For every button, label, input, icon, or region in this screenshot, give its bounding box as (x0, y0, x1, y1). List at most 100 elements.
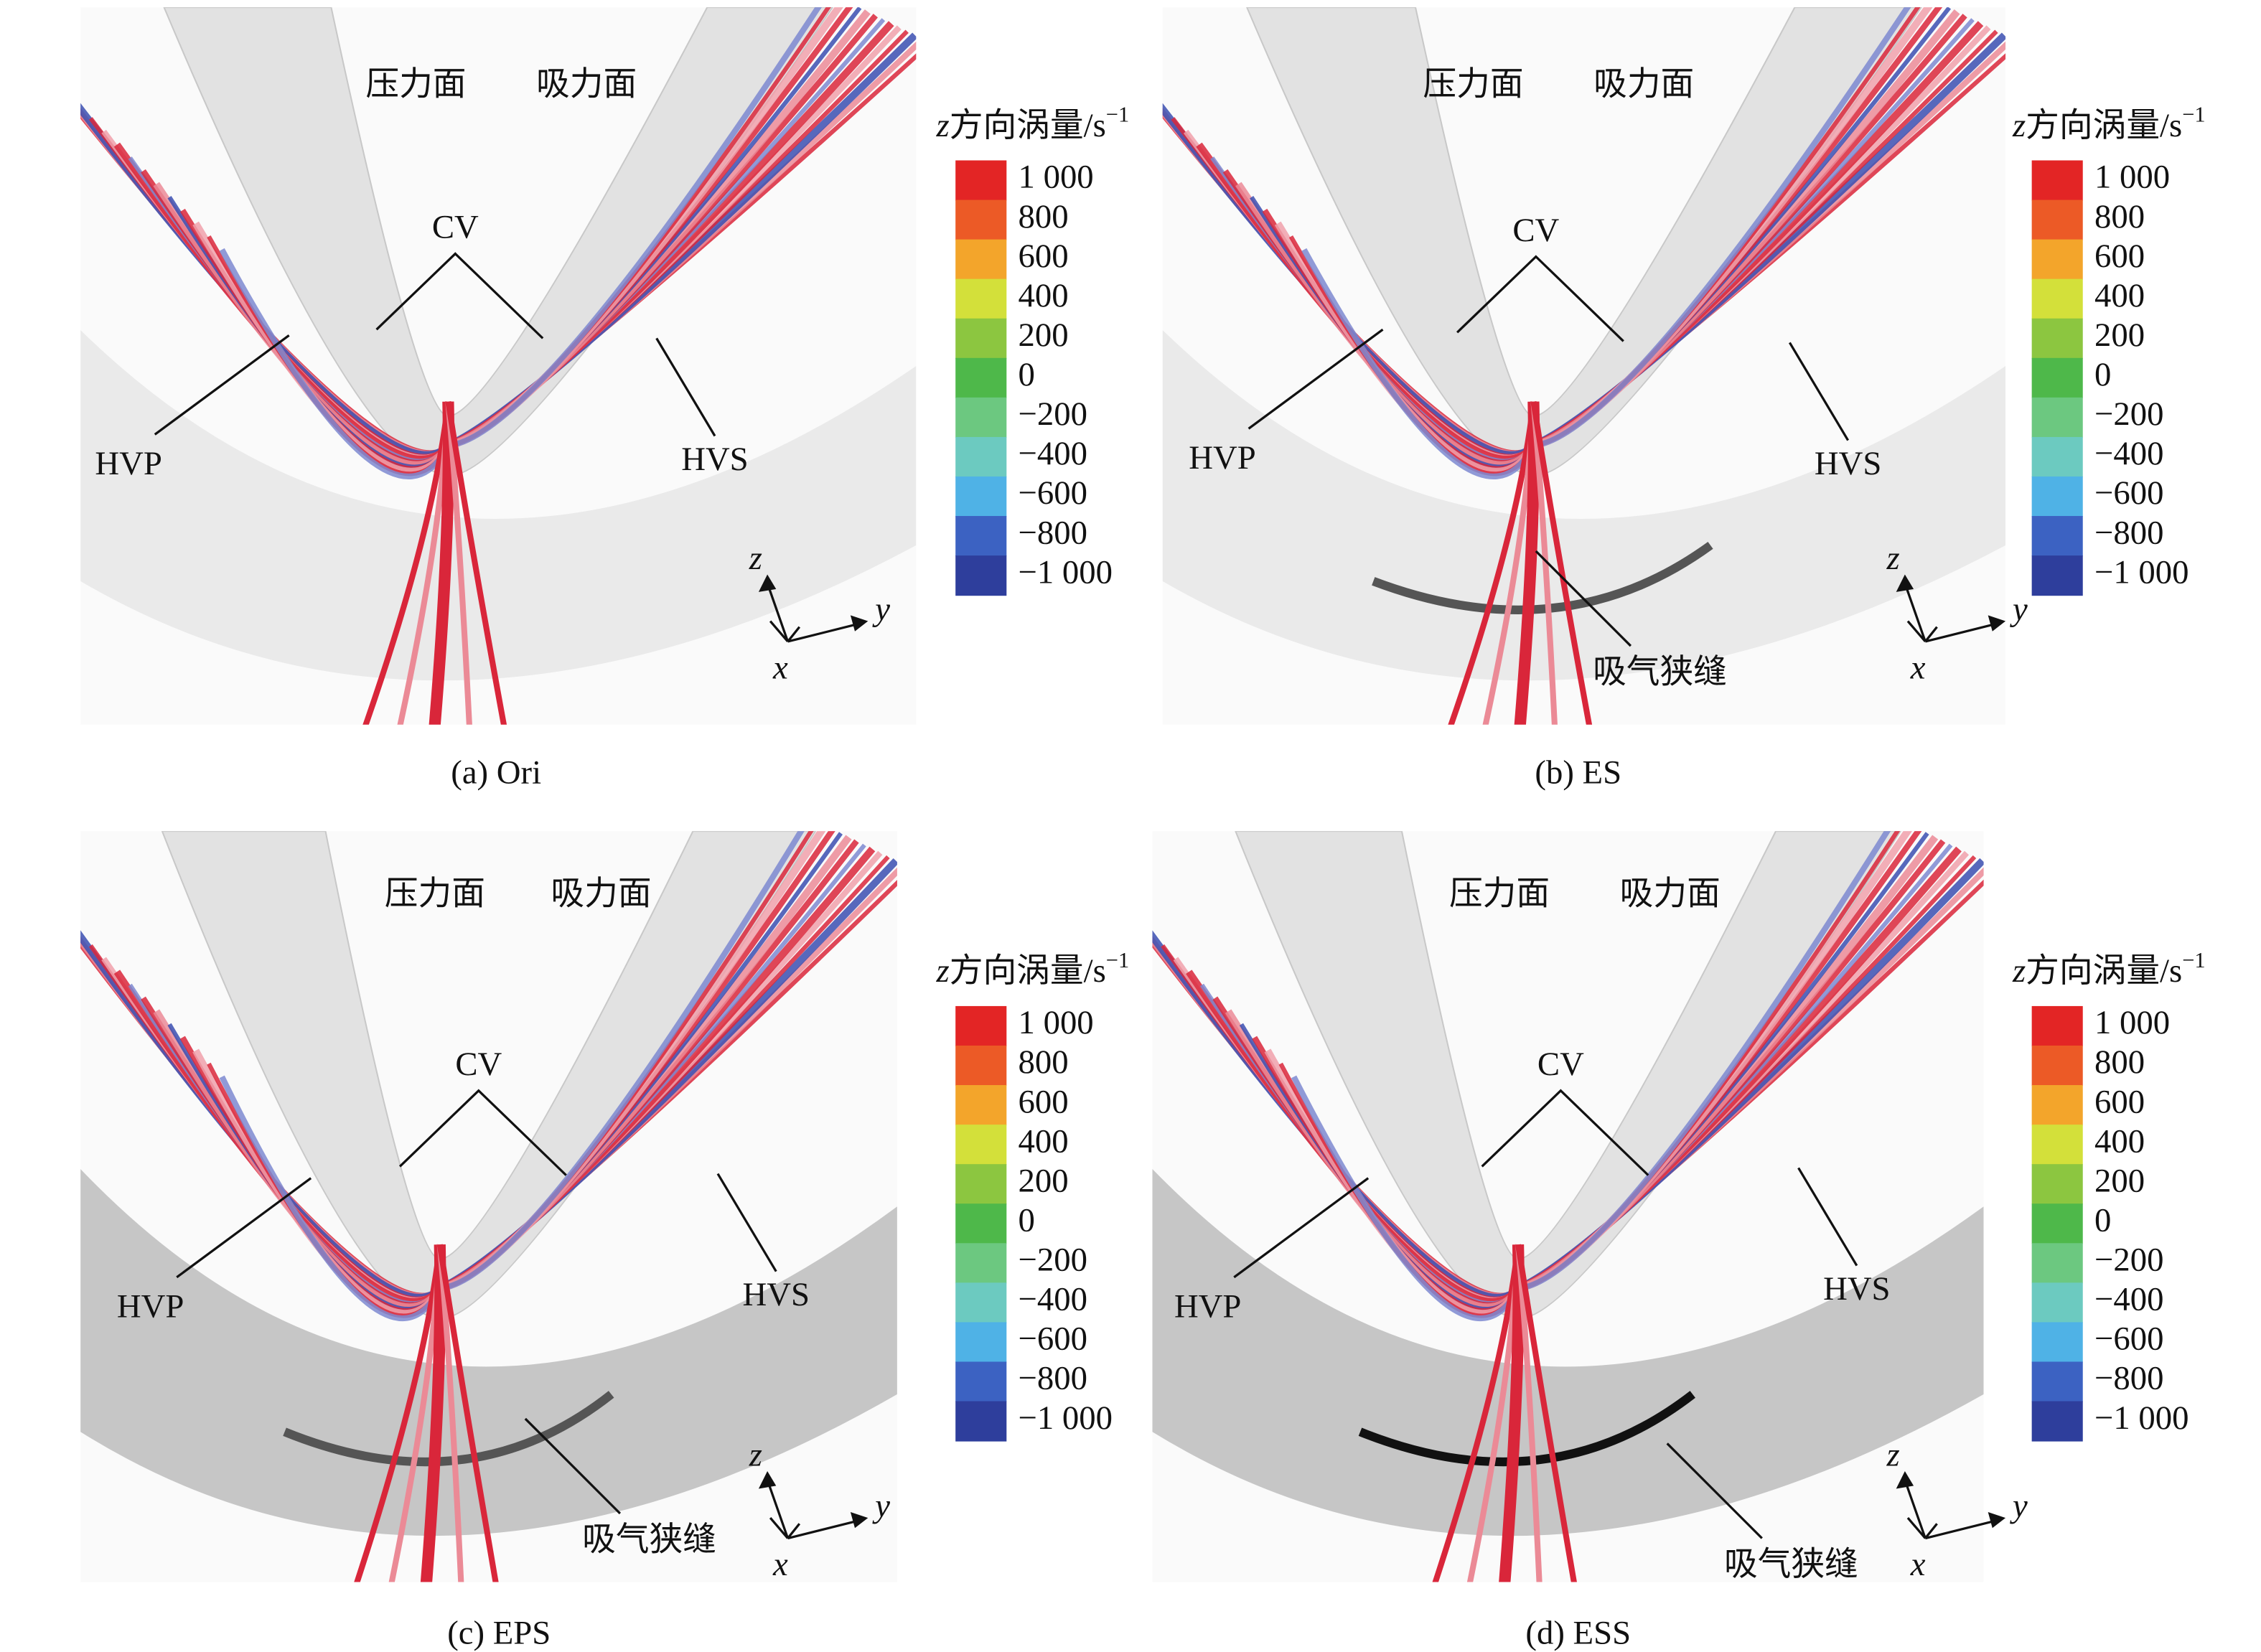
colorbar-band (955, 278, 1007, 319)
cv-label: CV (432, 209, 479, 246)
axis-arrow (1896, 1471, 2006, 1529)
colorbar-label: 800 (2094, 1043, 2145, 1081)
colorbar-band (2031, 1125, 2083, 1165)
colorbar-band (2031, 1322, 2083, 1363)
hvp-label: HVP (1174, 1287, 1241, 1325)
leader-line (1788, 342, 1850, 441)
colorbar-title-text: 方向涡量/s (2026, 952, 2182, 990)
axis-label-x: x (1910, 1546, 1926, 1583)
colorbar-label: 0 (2094, 1201, 2111, 1239)
colorbar-band (2031, 200, 2083, 240)
colorbar-label: 800 (2094, 198, 2145, 235)
colorbar-label: −800 (2094, 1360, 2163, 1397)
colorbar-label: 1 000 (1019, 1004, 1094, 1041)
caption: (a) Ori (451, 754, 541, 792)
colorbar-band (2031, 1085, 2083, 1126)
colorbar-label: −800 (2094, 514, 2163, 551)
leader-line (524, 1417, 622, 1515)
axis-label-z: z (1886, 1436, 1900, 1473)
colorbar-band (955, 318, 1007, 359)
colorbar-label: −200 (1019, 395, 1087, 433)
colorbar-band (955, 397, 1007, 438)
slit-label: 吸气狭缝 (582, 1521, 716, 1558)
colorbar-title-var: z (2012, 107, 2026, 144)
colorbar-band (955, 357, 1007, 398)
colorbar-band (2031, 1361, 2083, 1402)
pressure-surface-label: 压力面 (365, 66, 466, 103)
axis-label-y: y (2010, 591, 2028, 628)
colorbar-title: z方向涡量/s−1 (2012, 948, 2206, 990)
colorbar-title-text: 方向涡量/s (2026, 107, 2182, 144)
colorbar-band (2031, 1045, 2083, 1087)
colorbar-band (955, 1085, 1007, 1126)
colorbar-label: 0 (1019, 1201, 1035, 1239)
caption: (d) ESS (1525, 1614, 1631, 1651)
colorbar-band (955, 1203, 1007, 1244)
colorbar-label: −600 (2094, 474, 2163, 512)
axis-label-y: y (872, 1488, 890, 1525)
cv-label: CV (455, 1046, 502, 1083)
colorbar-title-sup: −1 (1106, 948, 1129, 972)
blade (1235, 831, 1901, 1319)
colorbar-label: −400 (2094, 435, 2163, 472)
colorbar-band (2031, 1164, 2083, 1205)
slit (1372, 541, 1713, 614)
colorbar-label: 400 (2094, 277, 2145, 314)
leader-line (1535, 550, 1632, 647)
caption: (c) EPS (447, 1614, 551, 1651)
colorbar-title-var: z (936, 107, 950, 144)
leader-line (1233, 1177, 1370, 1279)
colorbar-label: −600 (1019, 1320, 1087, 1358)
colorbar-title: z方向涡量/s−1 (936, 948, 1130, 990)
colorbar-label: −1 000 (1019, 553, 1113, 591)
leader-line (1481, 1089, 1649, 1176)
hub-surface (1162, 329, 2006, 681)
axis-label-x: x (1910, 649, 1926, 686)
colorbar-band (955, 200, 1007, 240)
caption: (b) ES (1535, 754, 1621, 792)
flow-visualization (80, 7, 917, 725)
pressure-surface-label: 压力面 (1423, 66, 1523, 103)
hvp-label: HVP (95, 445, 162, 482)
colorbar-band (2031, 476, 2083, 517)
colorbar-label: 400 (2094, 1122, 2145, 1160)
colorbar-label: 600 (1019, 1083, 1069, 1120)
colorbar-label: −200 (2094, 395, 2163, 433)
axis-triad (766, 1479, 858, 1540)
pressure-surface-label: 压力面 (1449, 875, 1550, 912)
slit (283, 1391, 614, 1467)
colorbar-band (955, 1361, 1007, 1402)
colorbar-label: 400 (1019, 277, 1069, 314)
colorbar-label: −600 (2094, 1320, 2163, 1358)
slit-label: 吸气狭缝 (1593, 653, 1727, 690)
leader-line (154, 334, 290, 436)
colorbar-band (2031, 516, 2083, 557)
axis-arrow (758, 574, 869, 632)
colorbar-label: 1 000 (2094, 159, 2170, 196)
streamline (436, 1244, 499, 1582)
axis-triad (1904, 1479, 1996, 1540)
axis-arrow (1896, 574, 2006, 632)
colorbar-label: −1 000 (2094, 1399, 2189, 1437)
axis-arrow (758, 1471, 869, 1529)
colorbar-band (2031, 318, 2083, 359)
colorbar-band (2031, 239, 2083, 280)
axis-triad (1904, 583, 1996, 643)
suction-surface-label: 吸力面 (1620, 875, 1721, 912)
leader-line (716, 1173, 777, 1272)
colorbar-label: −200 (2094, 1242, 2163, 1279)
axis-label-x: x (772, 649, 788, 686)
axis-triad (766, 583, 858, 643)
pressure-surface-label: 压力面 (385, 875, 485, 912)
colorbar-band (2031, 1243, 2083, 1284)
colorbar-title-var: z (2012, 952, 2026, 990)
slit (1358, 1391, 1695, 1467)
colorbar-title: z方向涡量/s−1 (936, 103, 1130, 144)
leader-line (375, 252, 544, 339)
colorbar-title-sup: −1 (2182, 948, 2205, 972)
colorbar-label: −1 000 (1019, 1399, 1113, 1437)
colorbar-band (955, 1125, 1007, 1165)
